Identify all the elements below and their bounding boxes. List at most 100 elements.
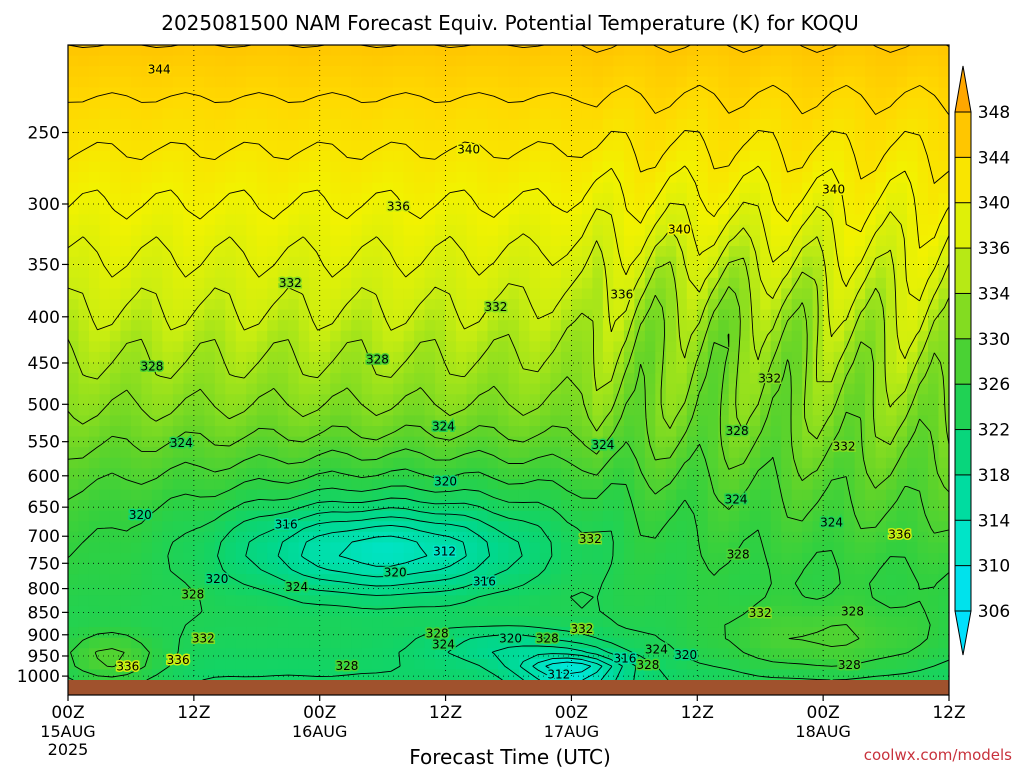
field-cell <box>424 235 436 247</box>
field-cell <box>592 256 604 268</box>
field-cell <box>382 521 394 533</box>
field-cell <box>477 627 489 639</box>
field-cell <box>634 500 646 512</box>
field-cell <box>498 584 510 597</box>
field-cell <box>707 246 719 258</box>
field-cell <box>393 383 405 395</box>
field-cell <box>665 45 678 57</box>
field-cell <box>770 235 782 247</box>
field-cell <box>760 299 772 311</box>
field-cell <box>644 362 657 374</box>
field-cell <box>351 637 363 649</box>
field-cell <box>309 669 321 680</box>
field-cell <box>246 426 258 438</box>
field-cell <box>833 119 845 131</box>
field-cell <box>917 182 929 194</box>
field-cell <box>791 224 803 237</box>
field-cell <box>214 447 227 459</box>
field-cell <box>781 404 793 417</box>
field-cell <box>728 203 740 216</box>
field-cell <box>372 309 384 321</box>
field-cell <box>739 426 751 438</box>
field-cell <box>550 669 562 680</box>
field-cell <box>298 584 310 597</box>
field-cell <box>372 76 384 89</box>
field-cell <box>854 203 866 216</box>
field-cell <box>665 55 678 67</box>
field-cell <box>865 394 877 406</box>
field-cell <box>875 267 887 279</box>
field-cell <box>130 553 143 565</box>
field-cell <box>487 299 499 311</box>
field-cell <box>120 658 132 671</box>
field-cell <box>550 542 562 554</box>
field-cell <box>340 489 352 501</box>
field-cell <box>781 55 793 67</box>
field-cell <box>68 648 80 660</box>
field-cell <box>760 436 772 448</box>
field-cell <box>435 330 447 343</box>
field-cell <box>802 500 814 512</box>
field-cell <box>665 277 678 290</box>
field-cell <box>424 563 436 575</box>
field-cell <box>267 394 279 406</box>
field-cell <box>791 447 803 459</box>
field-cell <box>917 648 929 660</box>
field-cell <box>823 214 835 226</box>
field-cell <box>676 373 688 385</box>
field-cell <box>88 426 101 438</box>
field-cell <box>393 595 405 607</box>
field-cell <box>739 150 751 163</box>
field-cell <box>665 362 678 374</box>
field-cell <box>172 150 185 163</box>
field-cell <box>781 119 793 131</box>
field-cell <box>351 172 363 184</box>
field-cell <box>330 637 342 649</box>
field-cell <box>340 76 352 89</box>
field-cell <box>539 129 552 141</box>
field-cell <box>225 362 237 374</box>
field-cell <box>634 108 646 120</box>
field-cell <box>414 193 426 205</box>
field-cell <box>130 447 143 459</box>
field-cell <box>802 203 814 216</box>
field-cell <box>456 129 468 141</box>
field-cell <box>456 76 468 89</box>
field-cell <box>718 605 730 618</box>
field-cell <box>267 447 279 459</box>
field-cell <box>330 45 342 57</box>
field-cell <box>791 351 803 364</box>
field-cell <box>571 235 583 247</box>
field-cell <box>676 129 688 141</box>
field-cell <box>581 193 594 205</box>
field-cell <box>791 45 803 57</box>
field-cell <box>256 542 268 554</box>
field-cell <box>875 193 887 205</box>
field-cell <box>770 436 782 448</box>
field-cell <box>225 648 237 660</box>
field-cell <box>739 129 751 141</box>
field-cell <box>718 108 730 120</box>
field-cell <box>309 394 321 406</box>
field-cell <box>330 150 342 163</box>
field-cell <box>571 214 583 226</box>
field-cell <box>487 288 499 300</box>
field-cell <box>571 55 583 67</box>
field-cell <box>613 97 625 110</box>
field-cell <box>68 288 80 300</box>
field-cell <box>854 648 866 660</box>
field-cell <box>802 415 814 427</box>
field-cell <box>508 140 520 152</box>
field-cell <box>686 203 698 216</box>
field-cell <box>225 478 237 491</box>
field-cell <box>319 478 331 491</box>
field-cell <box>214 468 227 480</box>
field-cell <box>183 510 195 522</box>
field-cell <box>623 542 636 554</box>
field-cell <box>655 669 667 680</box>
field-cell <box>707 637 719 649</box>
field-cell <box>319 373 331 385</box>
field-cell <box>183 172 195 184</box>
field-cell <box>823 351 835 364</box>
field-cell <box>288 669 300 680</box>
